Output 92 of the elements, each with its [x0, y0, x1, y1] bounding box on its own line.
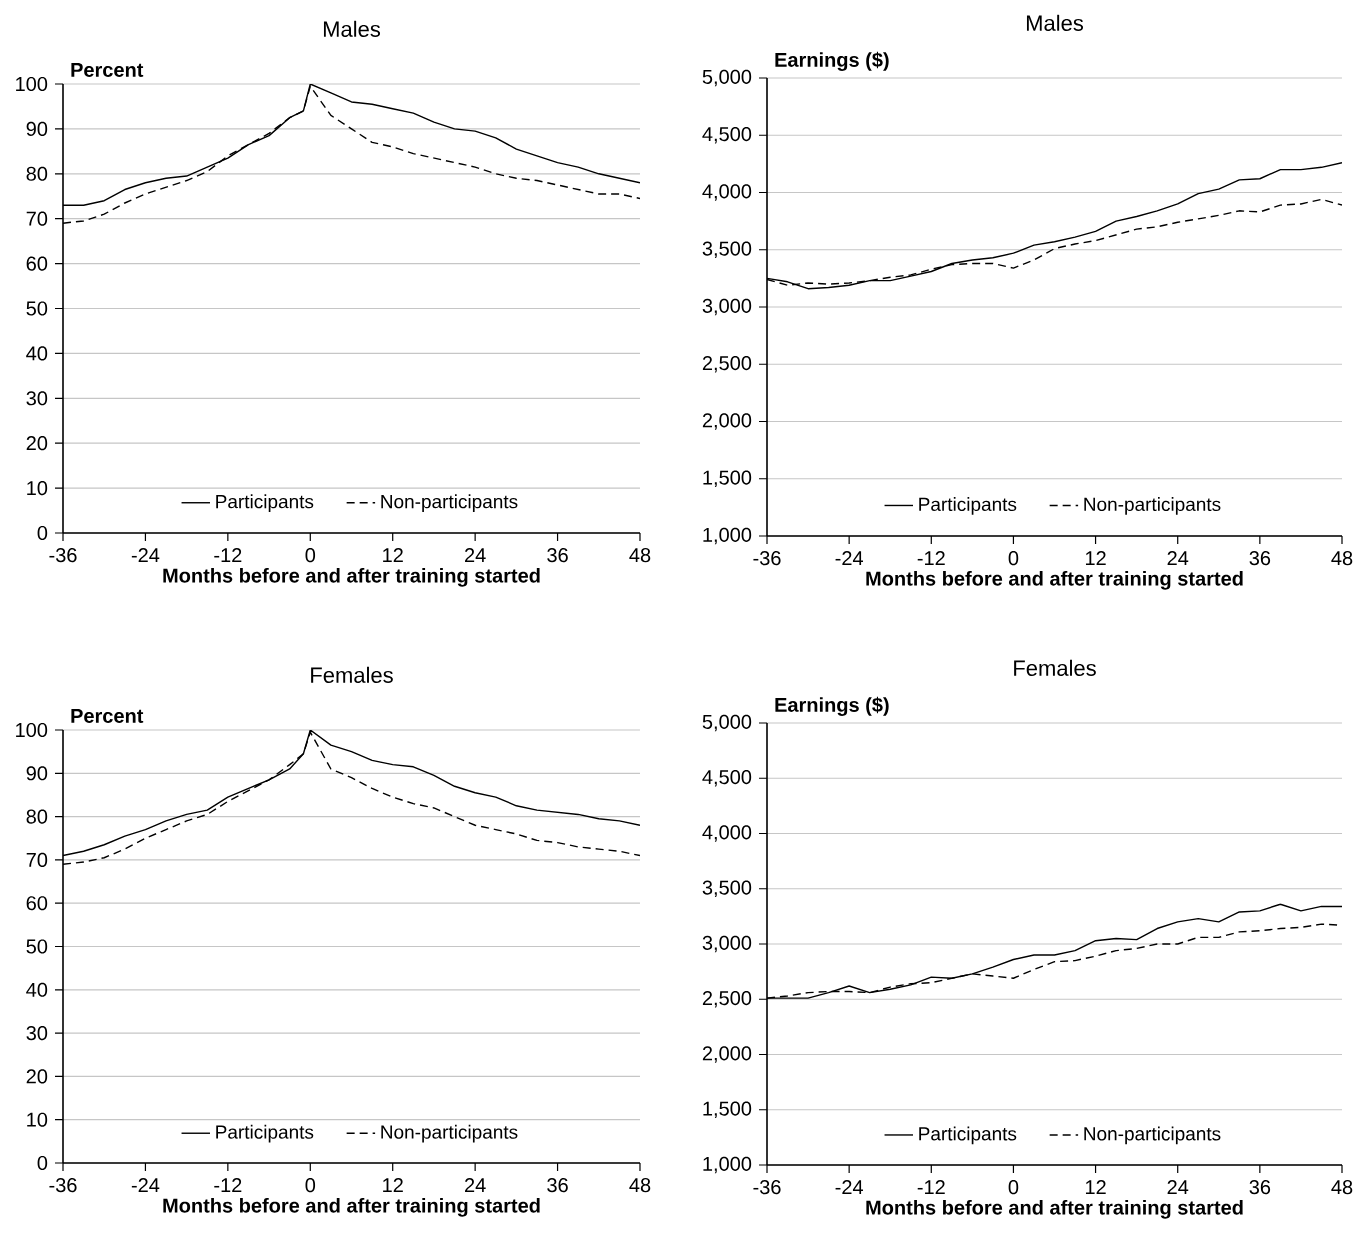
x-tick-label: -24 — [835, 551, 864, 566]
x-tick-label: 24 — [1167, 551, 1189, 566]
x-tick-label: -36 — [753, 551, 781, 566]
legend-label: Participants — [216, 1124, 314, 1143]
x-axis-title: Months before and after training started — [866, 570, 1243, 590]
chart-title: Females — [1014, 659, 1096, 676]
y-tick-label: 70 — [26, 852, 48, 867]
y-tick-label: 3,000 — [702, 298, 752, 316]
y-tick-label: 2,500 — [702, 991, 752, 1008]
y-tick-label: 30 — [26, 1026, 48, 1041]
y-tick-label: 1,500 — [703, 1101, 752, 1119]
y-tick-label: 20 — [26, 436, 48, 451]
x-tick-label: 12 — [1085, 551, 1106, 566]
legend-label: Non-participants — [1084, 1126, 1221, 1145]
y-tick-label: 50 — [26, 939, 48, 954]
x-tick-label: 12 — [383, 548, 403, 563]
x-tick-label: 24 — [465, 548, 486, 563]
y-tick-label: 100 — [16, 722, 48, 738]
y-axis-title: Earnings ($) — [775, 696, 889, 716]
x-tick-label: -12 — [214, 548, 242, 563]
y-tick-label: 60 — [26, 896, 48, 911]
legend-label: Participants — [919, 1126, 1017, 1145]
y-tick-label: 0 — [37, 525, 48, 541]
y-tick-label: 4,500 — [702, 126, 752, 144]
y-tick-label: 2,000 — [702, 413, 752, 430]
y-tick-label: 3,000 — [702, 935, 752, 953]
x-tick-label: 0 — [1008, 551, 1019, 566]
y-tick-label: 10 — [27, 481, 48, 496]
y-tick-label: 40 — [26, 982, 48, 997]
chart-title: Females — [311, 666, 393, 683]
x-axis-title: Months before and after training started — [163, 567, 540, 587]
y-tick-label: 30 — [26, 391, 48, 406]
y-tick-label: 90 — [26, 766, 48, 781]
chart-title: Males — [1026, 14, 1084, 31]
y-tick-label: 4,500 — [702, 770, 752, 787]
y-tick-label: 1,000 — [703, 527, 752, 545]
y-tick-label: 100 — [16, 76, 48, 92]
legend-label: Participants — [919, 497, 1017, 515]
x-tick-label: -36 — [49, 548, 77, 563]
x-tick-label: 48 — [629, 1178, 651, 1193]
x-tick-label: 36 — [547, 1178, 568, 1193]
x-tick-label: 24 — [465, 1178, 486, 1193]
y-tick-label: 80 — [26, 809, 48, 824]
y-tick-label: 4,000 — [702, 184, 752, 201]
x-tick-label: -12 — [917, 1180, 945, 1195]
chart-title: Males — [323, 20, 381, 37]
x-tick-label: -24 — [835, 1180, 864, 1195]
x-tick-label: 48 — [629, 548, 651, 563]
y-tick-label: 80 — [26, 166, 48, 181]
x-tick-label: 0 — [1008, 1180, 1019, 1195]
y-tick-label: 10 — [27, 1112, 48, 1127]
y-axis-title: Percent — [71, 708, 144, 723]
y-tick-label: 5,000 — [702, 69, 752, 87]
x-tick-label: 36 — [547, 548, 568, 563]
y-tick-label: 70 — [26, 211, 48, 226]
legend-label: Non-participants — [381, 494, 518, 513]
legend-label: Participants — [216, 494, 314, 513]
x-tick-label: 0 — [305, 1178, 316, 1193]
y-tick-label: 90 — [26, 121, 48, 136]
x-tick-label: 36 — [1249, 1180, 1271, 1195]
x-tick-label: -36 — [753, 1180, 781, 1195]
x-tick-label: -24 — [131, 548, 160, 563]
x-tick-label: 24 — [1167, 1180, 1189, 1195]
y-tick-label: 0 — [37, 1155, 48, 1171]
x-tick-label: -36 — [49, 1178, 77, 1193]
y-tick-label: 1,000 — [703, 1156, 752, 1174]
y-tick-label: 5,000 — [702, 714, 752, 732]
legend-label: Non-participants — [1084, 497, 1221, 515]
y-tick-label: 4,000 — [702, 825, 752, 842]
x-tick-label: 36 — [1249, 551, 1271, 566]
x-axis-title: Months before and after training started — [163, 1197, 540, 1217]
y-tick-label: 2,000 — [702, 1046, 752, 1063]
y-tick-label: 3,500 — [702, 241, 752, 259]
y-axis-title: Earnings ($) — [775, 51, 889, 71]
x-tick-label: 12 — [1085, 1180, 1106, 1195]
x-tick-label: -12 — [214, 1178, 242, 1193]
y-axis-title: Percent — [71, 62, 144, 77]
x-tick-label: 0 — [305, 548, 316, 563]
y-tick-label: 2,500 — [702, 355, 752, 373]
y-tick-label: 3,500 — [702, 880, 752, 898]
y-tick-label: 20 — [26, 1069, 48, 1084]
x-axis-title: Months before and after training started — [866, 1199, 1243, 1219]
y-tick-label: 1,500 — [703, 470, 752, 488]
x-tick-label: -12 — [917, 551, 945, 566]
x-tick-label: 48 — [1331, 551, 1353, 566]
x-tick-label: 12 — [383, 1178, 403, 1193]
y-tick-label: 50 — [26, 301, 48, 316]
y-tick-label: 40 — [26, 346, 48, 361]
x-tick-label: -24 — [131, 1178, 160, 1193]
x-tick-label: 48 — [1331, 1180, 1353, 1195]
legend-label: Non-participants — [381, 1124, 518, 1143]
y-tick-label: 60 — [26, 256, 48, 271]
